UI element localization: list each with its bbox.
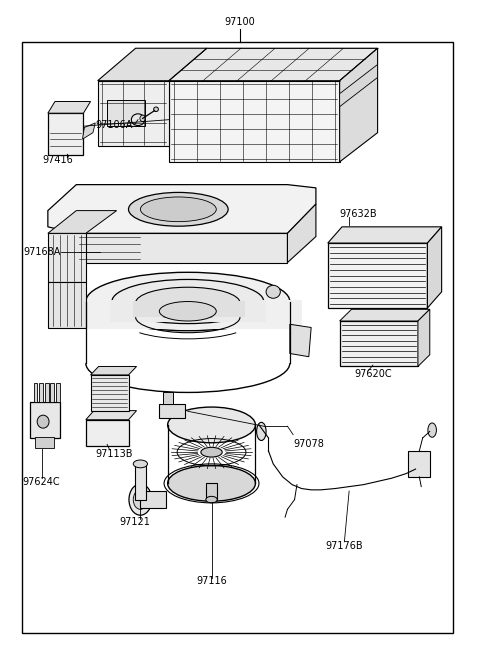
Ellipse shape [168, 407, 255, 443]
FancyBboxPatch shape [206, 483, 217, 500]
Ellipse shape [136, 288, 240, 318]
FancyBboxPatch shape [34, 383, 37, 402]
Polygon shape [97, 48, 207, 81]
FancyBboxPatch shape [86, 420, 129, 445]
Ellipse shape [257, 422, 266, 441]
Ellipse shape [159, 301, 216, 321]
Text: 97416: 97416 [42, 155, 72, 165]
Ellipse shape [129, 193, 228, 226]
Text: 97168A: 97168A [23, 246, 60, 257]
Polygon shape [48, 282, 86, 328]
FancyBboxPatch shape [39, 383, 43, 402]
Text: 97078: 97078 [293, 440, 324, 449]
Polygon shape [340, 48, 378, 162]
FancyBboxPatch shape [140, 491, 167, 508]
Polygon shape [288, 204, 316, 263]
Ellipse shape [86, 272, 290, 331]
Polygon shape [328, 227, 442, 243]
FancyBboxPatch shape [135, 464, 146, 500]
Text: 97100: 97100 [225, 17, 255, 28]
Ellipse shape [201, 447, 222, 457]
FancyBboxPatch shape [48, 113, 84, 155]
Ellipse shape [428, 423, 436, 438]
Polygon shape [169, 81, 340, 162]
Bar [79, 299, 301, 329]
Text: 97632B: 97632B [340, 209, 377, 219]
FancyBboxPatch shape [50, 383, 54, 402]
Polygon shape [169, 48, 378, 81]
Text: 97116: 97116 [196, 576, 227, 586]
Polygon shape [427, 227, 442, 308]
Polygon shape [30, 402, 60, 438]
FancyBboxPatch shape [163, 392, 173, 404]
Ellipse shape [266, 286, 280, 298]
Polygon shape [290, 324, 311, 357]
Text: 97624C: 97624C [23, 477, 60, 487]
Polygon shape [418, 309, 430, 366]
FancyBboxPatch shape [35, 438, 54, 447]
Ellipse shape [168, 466, 255, 501]
FancyBboxPatch shape [159, 404, 185, 419]
Polygon shape [340, 309, 430, 321]
Polygon shape [91, 366, 137, 375]
Ellipse shape [140, 115, 145, 122]
Text: 97121: 97121 [119, 517, 150, 527]
Ellipse shape [132, 114, 144, 126]
Ellipse shape [140, 197, 216, 221]
FancyBboxPatch shape [91, 375, 129, 411]
Ellipse shape [129, 484, 152, 515]
Bar [133, 301, 245, 317]
Ellipse shape [133, 460, 147, 468]
Polygon shape [48, 233, 86, 282]
Polygon shape [97, 81, 169, 145]
Polygon shape [83, 123, 96, 139]
FancyBboxPatch shape [408, 451, 430, 477]
FancyBboxPatch shape [45, 383, 48, 402]
Text: 97620C: 97620C [354, 369, 392, 379]
Ellipse shape [37, 415, 49, 428]
Polygon shape [86, 411, 137, 420]
Polygon shape [48, 102, 91, 113]
Polygon shape [100, 245, 121, 258]
Text: 97106A: 97106A [96, 120, 133, 130]
FancyBboxPatch shape [340, 321, 418, 366]
Polygon shape [48, 211, 117, 233]
Ellipse shape [154, 107, 158, 111]
FancyBboxPatch shape [328, 243, 427, 308]
Bar [109, 300, 266, 322]
Ellipse shape [133, 490, 147, 510]
Text: 97113B: 97113B [96, 449, 133, 459]
Polygon shape [48, 185, 316, 233]
FancyBboxPatch shape [56, 383, 60, 402]
Polygon shape [107, 100, 145, 126]
Ellipse shape [112, 280, 264, 324]
Polygon shape [76, 233, 288, 263]
Polygon shape [340, 64, 378, 107]
Text: 97176B: 97176B [325, 542, 363, 552]
Ellipse shape [206, 496, 217, 503]
